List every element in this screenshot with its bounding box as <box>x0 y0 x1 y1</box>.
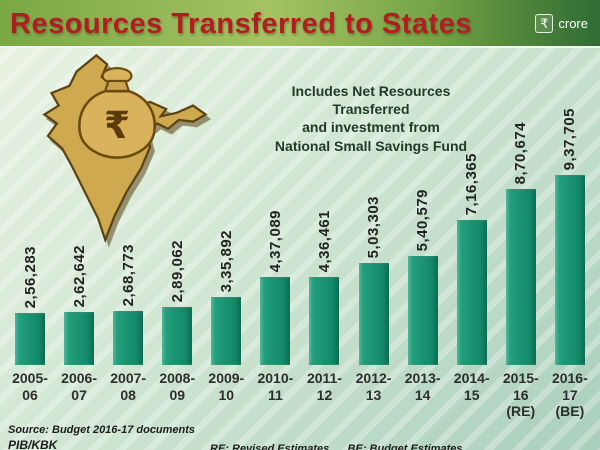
bar-column: 3,35,892 2009- 10 <box>202 230 250 426</box>
category-label: 2005- 06 <box>12 370 48 403</box>
bar-value-label: 5,40,579 <box>414 188 432 251</box>
annotation-line: and investment from <box>302 119 440 136</box>
category-label: 2008- 09 <box>159 370 196 403</box>
credit-label: PIB/KBK <box>8 438 58 450</box>
bar <box>113 311 144 365</box>
category-label: 2015- 16 (RE) <box>502 370 539 420</box>
bar-value-label: 5,03,303 <box>365 195 383 258</box>
bar-value-label: 3,35,892 <box>217 229 235 292</box>
bar-column: 4,36,461 2011- 12 <box>300 210 348 426</box>
category-label: 2011- 12 <box>306 370 342 403</box>
bar-column: 7,16,365 2014- 15 <box>448 153 496 426</box>
bar-column: 8,70,674 2015- 16 (RE) <box>497 122 545 426</box>
bar-column: 5,03,303 2012- 13 <box>350 196 398 426</box>
bar <box>64 312 95 365</box>
bar-value-label: 9,37,705 <box>561 107 579 170</box>
bar-value-label: 7,16,365 <box>463 152 481 215</box>
rupee-symbol: ₹ <box>104 103 130 147</box>
unit-word: crore <box>558 15 588 31</box>
bar-column: 4,37,089 2010- 11 <box>251 210 299 426</box>
bar <box>260 277 291 365</box>
category-label: 2009- 10 <box>208 370 245 403</box>
bar-value-label: 2,89,062 <box>168 239 186 302</box>
bar <box>505 189 536 365</box>
estimates-footnote: RE: Revised Estimates BE: Budget Estimat… <box>210 443 463 450</box>
bar-value-label: 8,70,674 <box>512 121 530 184</box>
category-label: 2014- 15 <box>453 370 490 403</box>
bar-column: 2,89,062 2008- 09 <box>153 240 201 426</box>
india-map-graphic: ₹ <box>42 53 208 244</box>
bar <box>456 220 487 365</box>
annotation-line: Includes Net Resources Transferred <box>291 83 451 118</box>
bar <box>309 277 340 365</box>
bar-value-label: 4,36,461 <box>315 209 333 272</box>
unit-label: ₹ crore <box>535 13 600 33</box>
bar <box>15 313 45 365</box>
bar <box>162 307 193 365</box>
category-label: 2010- 11 <box>257 370 294 403</box>
bar <box>554 175 585 365</box>
category-label: 2012- 13 <box>355 370 392 403</box>
bar-value-label: 2,68,773 <box>119 243 137 306</box>
bar <box>407 256 438 365</box>
bar-value-label: 4,37,089 <box>266 209 284 272</box>
category-label: 2013- 14 <box>404 370 441 403</box>
money-bag-icon: ₹ <box>78 67 156 159</box>
source-note: Source: Budget 2016-17 documents <box>8 424 196 436</box>
india-map: ₹ <box>6 50 244 265</box>
category-label: 2007- 08 <box>110 370 147 403</box>
bar-column: 2,56,283 2005- 06 <box>6 246 54 426</box>
rupee-icon: ₹ <box>535 13 554 33</box>
bar-value-label: 2,56,283 <box>21 245 39 308</box>
annotation-line: National Small Savings Fund <box>274 137 468 154</box>
header-banner: Resources Transferred to States ₹ crore <box>0 0 600 48</box>
bar-column: 9,37,705 2016- 17 (BE) <box>546 108 594 426</box>
bar-column: 5,40,579 2013- 14 <box>399 189 447 426</box>
category-label: 2016- 17 (BE) <box>551 370 588 420</box>
bar-value-label: 2,62,642 <box>70 244 88 307</box>
page-title: Resources Transferred to States <box>10 7 472 40</box>
category-label: 2006- 07 <box>61 370 97 403</box>
bar <box>211 297 242 365</box>
bar-column: 2,68,773 2007- 08 <box>104 244 152 426</box>
bar-column: 2,62,642 2006- 07 <box>55 245 103 426</box>
chart-annotation: Includes Net Resources Transferred and i… <box>252 82 490 155</box>
bar <box>358 263 389 365</box>
bar-chart: 2,56,283 2005- 06 2,62,642 2006- 07 2,68,773 20… <box>6 50 594 426</box>
